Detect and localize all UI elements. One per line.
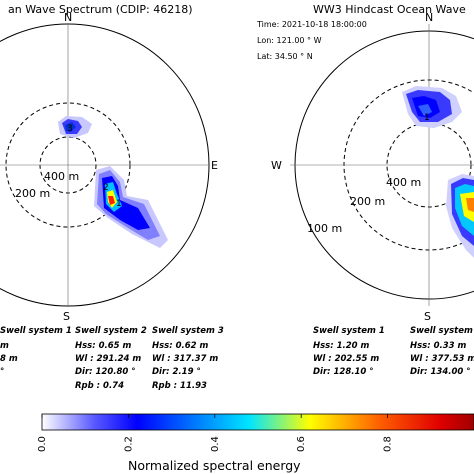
left-swell-3-line-4: Rpb : 11.93: [152, 381, 207, 391]
left-swell-2-line-4: Rpb : 0.74: [75, 381, 124, 391]
right-partition-2-blob: [446, 174, 474, 258]
right-partition-label-1: 1: [424, 113, 430, 123]
right-west-label: W: [271, 159, 282, 172]
right-swell-1-line-3: Dir: 128.10 °: [313, 367, 374, 377]
left-partition-label-3: 3: [67, 124, 73, 134]
left-swell-2-line-2: Wl : 291.24 m: [75, 354, 141, 364]
left-swell-3-line-3: Dir: 2.19 °: [152, 367, 201, 377]
right-info-time: Time: 2021-10-18 18:00:00: [256, 20, 367, 29]
left-swell-2-title: Swell system 2: [75, 326, 147, 336]
left-title: an Wave Spectrum (CDIP: 46218): [8, 3, 193, 16]
left-ring-label-200: 200 m: [15, 187, 50, 200]
colorbar-tick-label: 0.4: [210, 436, 221, 452]
right-north-label: N: [425, 11, 433, 24]
left-panel: an Wave Spectrum (CDIP: 46218) N E S 400…: [0, 3, 224, 391]
right-swell-2-line-2: Wl : 377.53 m: [410, 354, 474, 364]
right-ring-label-200: 200 m: [350, 195, 385, 208]
left-partition-2-blob: [94, 166, 168, 248]
right-partition-1-blob: [402, 86, 462, 128]
left-swell-1-line-1: m: [0, 341, 9, 351]
left-swell-2-line-1: Hss: 0.65 m: [75, 341, 132, 351]
colorbar-tick-label: 0.8: [383, 436, 394, 452]
left-swell-1-line-3: °: [0, 367, 4, 377]
colorbar-tick-label: 0.0: [37, 436, 48, 452]
right-ring-label-400: 400 m: [386, 176, 421, 189]
right-swell-1-title: Swell system 1: [313, 326, 385, 336]
right-info-lon: Lon: 121.00 ° W: [257, 36, 322, 45]
left-partition-label-1: 1: [116, 199, 122, 209]
left-swell-3-line-2: Wl : 317.37 m: [152, 354, 218, 364]
left-swell-1-title: Swell system 1: [0, 326, 72, 336]
left-swell-2-line-3: Dir: 120.80 °: [75, 367, 136, 377]
right-swell-2-line-3: Dir: 134.00 °: [410, 367, 471, 377]
colorbar-ticks: 0.0 0.2 0.4 0.6 0.8: [37, 414, 394, 452]
right-ring-label-100: 100 m: [307, 222, 342, 235]
left-partition-3-blob: [58, 116, 92, 138]
colorbar-tick-label: 0.6: [296, 436, 307, 452]
left-partition-label-2: 2: [103, 183, 109, 193]
right-swell-2-line-1: Hss: 0.33 m: [410, 341, 467, 351]
left-swell-1-line-2: 8 m: [0, 354, 18, 364]
left-south-label: S: [63, 310, 70, 323]
colorbar-label: Normalized spectral energy: [128, 458, 301, 473]
colorbar-tick-label: 0.2: [123, 436, 134, 452]
right-swell-1-line-2: Wl : 202.55 m: [313, 354, 379, 364]
right-swell-1-line-1: Hss: 1.20 m: [313, 341, 370, 351]
right-swell-2-title: Swell system 2: [410, 326, 474, 336]
left-ring-label-400: 400 m: [44, 170, 79, 183]
left-swell-3-title: Swell system 3: [152, 326, 224, 336]
right-south-label: S: [424, 310, 431, 323]
left-east-label: E: [211, 159, 218, 172]
right-panel: WW3 Hindcast Ocean Wave Time: 2021-10-18…: [256, 3, 474, 377]
left-swell-3-line-1: Hss: 0.62 m: [152, 341, 209, 351]
right-title: WW3 Hindcast Ocean Wave: [313, 3, 466, 16]
left-north-label: N: [64, 11, 72, 24]
right-info-lat: Lat: 34.50 ° N: [257, 52, 313, 61]
colorbar-gradient: [41, 413, 474, 431]
colorbar: 0.0 0.2 0.4 0.6 0.8 Normalized spectral ener…: [37, 413, 474, 473]
